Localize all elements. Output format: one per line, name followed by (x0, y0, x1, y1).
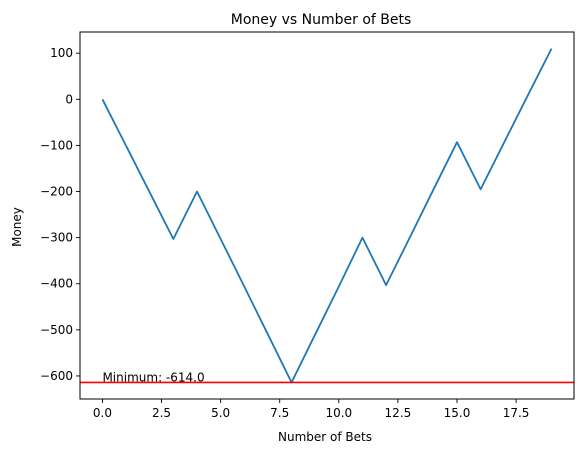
y-tick-label: 0 (65, 92, 73, 106)
y-tick-label: −400 (40, 277, 73, 291)
x-tick-label: 5.0 (211, 406, 230, 420)
x-axis-label: Number of Bets (278, 430, 372, 444)
y-tick-label: −600 (40, 369, 73, 383)
x-tick-label: 12.5 (385, 406, 412, 420)
y-axis: −600 −500 −400 −300 −200 −100 0 100 (40, 46, 80, 383)
plot-area (80, 48, 574, 384)
plot-frame (79, 31, 575, 400)
x-tick-label: 10.0 (325, 406, 352, 420)
y-tick-label: −200 (40, 185, 73, 199)
minimum-annotation: Minimum: -614.0 (102, 370, 204, 384)
x-axis: 0.0 2.5 5.0 7.5 10.0 12.5 15.0 17.5 (93, 399, 530, 420)
y-tick-label: −500 (40, 323, 73, 337)
x-tick-label: 17.5 (503, 406, 530, 420)
chart-title: Money vs Number of Bets (231, 12, 412, 28)
y-tick-label: −300 (40, 231, 73, 245)
x-tick-label: 0.0 (93, 406, 112, 420)
series-line-0 (101, 48, 553, 384)
y-tick-label: 100 (50, 46, 73, 60)
x-tick-label: 7.5 (270, 406, 289, 420)
x-tick-label: 2.5 (152, 406, 171, 420)
x-tick-label: 15.0 (444, 406, 471, 420)
y-tick-label: −100 (40, 138, 73, 152)
y-axis-label: Money (10, 207, 24, 247)
